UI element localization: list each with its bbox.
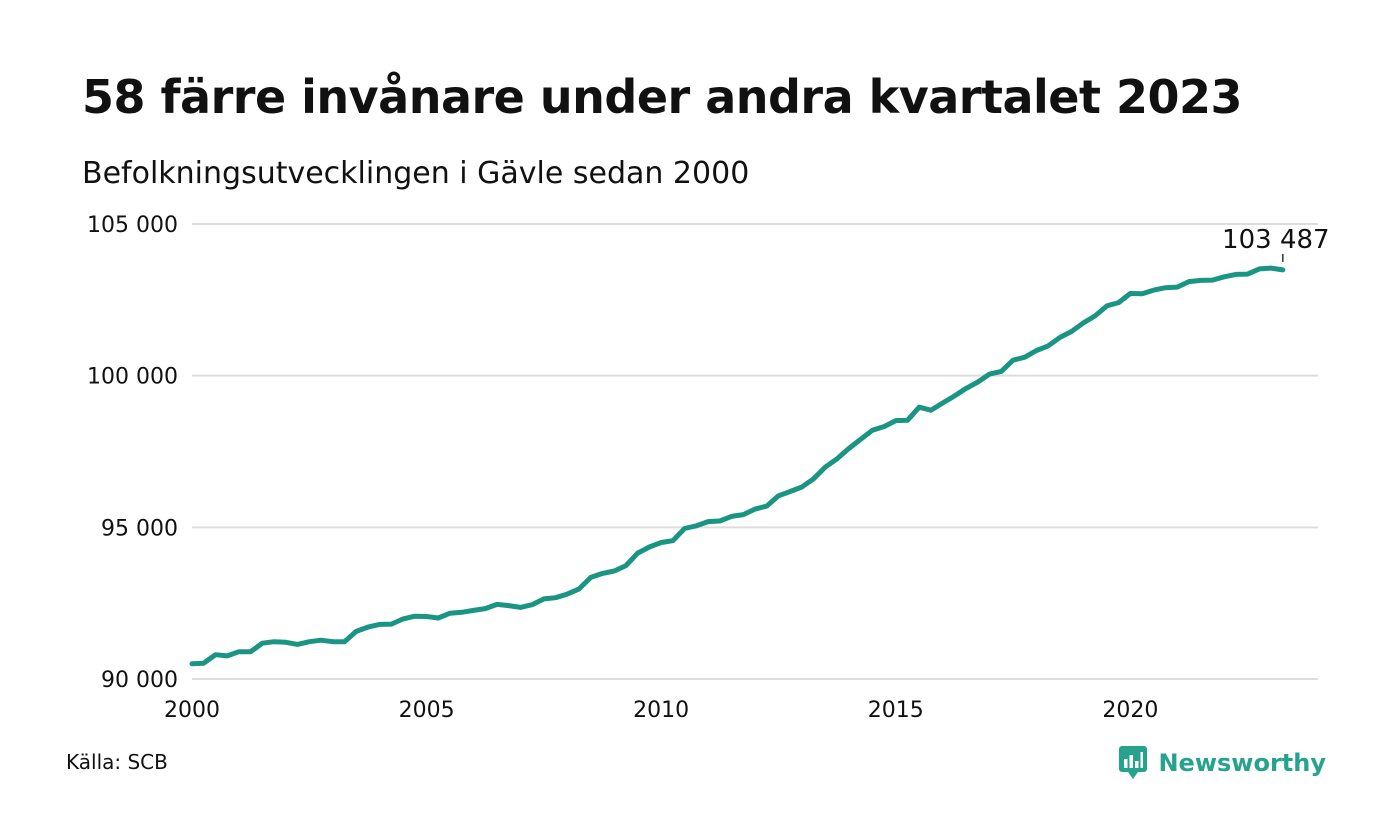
x-tick-label: 2010 (633, 698, 689, 723)
y-tick-label: 105 000 (87, 213, 178, 238)
chart-title: 58 färre invånare under andra kvartalet … (82, 70, 1243, 124)
brand-logo[interactable]: Newsworthy (1118, 745, 1326, 781)
gridlines (192, 223, 1318, 680)
last-value-label: 103 487 (1222, 225, 1330, 255)
series-layer (189, 265, 1286, 667)
newsworthy-logo-icon (1119, 746, 1148, 779)
x-tick-label: 2015 (868, 698, 924, 723)
x-tick-label: 2000 (164, 698, 220, 723)
brand-name: Newsworthy (1158, 749, 1326, 777)
x-tick-label: 2005 (399, 698, 455, 723)
source-label: Källa: SCB (66, 750, 168, 774)
x-axis-ticks: 2000 2005 2010 2015 2020 (164, 698, 1158, 723)
y-tick-label: 90 000 (101, 668, 178, 693)
x-tick-label: 2020 (1102, 698, 1158, 723)
y-axis-ticks: 90 000 95 000 100 000 105 000 (87, 213, 178, 693)
y-tick-label: 95 000 (101, 516, 178, 541)
series-line (189, 265, 1286, 667)
annotation-layer: 103 487 (1222, 225, 1330, 262)
chart-subtitle: Befolkningsutvecklingen i Gävle sedan 20… (82, 156, 750, 191)
y-tick-label: 100 000 (87, 365, 178, 390)
